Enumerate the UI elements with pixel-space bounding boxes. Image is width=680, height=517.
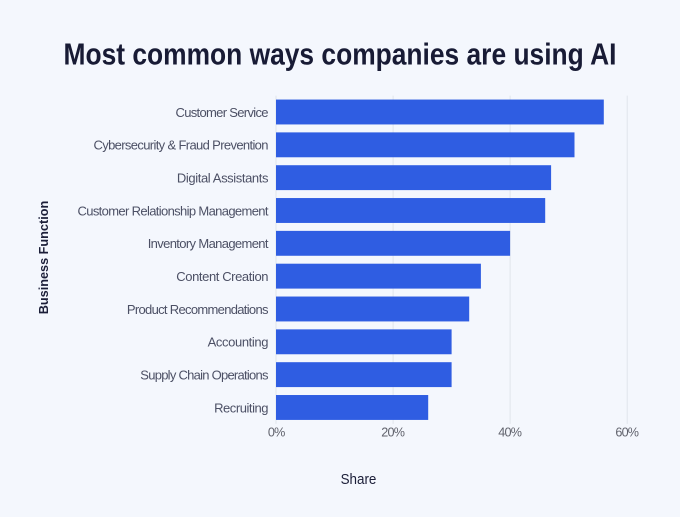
svg-text:0%: 0% [268,426,285,440]
svg-text:60%: 60% [615,426,638,440]
svg-text:Inventory Management: Inventory Management [148,236,269,251]
svg-text:Product Recommendations: Product Recommendations [127,302,269,317]
svg-text:Recruiting: Recruiting [214,400,268,415]
svg-text:Cybersecurity & Fraud Preventi: Cybersecurity & Fraud Prevention [94,138,269,153]
svg-text:Business Function: Business Function [36,201,51,315]
svg-text:Customer Relationship Manageme: Customer Relationship Management [78,203,269,218]
svg-text:40%: 40% [498,426,521,440]
svg-text:Supply Chain Operations: Supply Chain Operations [140,367,269,382]
svg-text:Content Creation: Content Creation [176,269,268,284]
svg-text:Digital Assistants: Digital Assistants [177,171,269,186]
svg-text:Accounting: Accounting [208,335,269,350]
svg-text:20%: 20% [381,426,404,440]
svg-text:Share: Share [341,471,377,488]
svg-text:Most common ways companies are: Most common ways companies are using AI [64,37,617,72]
svg-text:Customer Service: Customer Service [176,105,269,120]
